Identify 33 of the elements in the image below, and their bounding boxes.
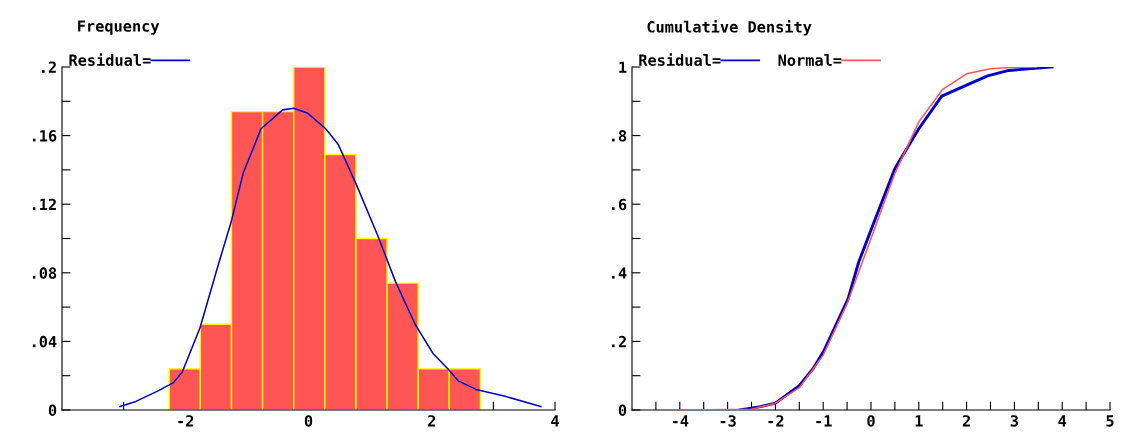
- x-tick-label: -4: [672, 415, 689, 427]
- x-tick-label: 2: [428, 415, 436, 427]
- x-tick-label: 2: [962, 415, 970, 427]
- x-tick-label: -2: [768, 415, 784, 427]
- y-tick-label: 1: [619, 61, 627, 73]
- y-tick-label: .2: [612, 335, 626, 348]
- y-tick-label: 0: [618, 404, 627, 417]
- legend-label: Normal=: [778, 54, 842, 66]
- line-series: [679, 67, 1038, 410]
- chart-title: Frequency: [78, 20, 160, 35]
- y-tick-label: .2: [42, 61, 56, 73]
- y-tick-label: .6: [612, 198, 627, 211]
- y-tick-label: .8: [612, 130, 627, 142]
- x-tick-label: 5: [1106, 415, 1114, 427]
- line-series: [119, 107, 542, 408]
- x-tick-label: 3: [1010, 415, 1019, 427]
- legend-label: Residual=: [69, 53, 151, 66]
- x-tick-label: 4: [551, 415, 559, 427]
- x-tick-label: 0: [304, 415, 313, 427]
- y-tick-label: .08: [32, 267, 57, 279]
- x-tick-label: -2: [178, 415, 194, 427]
- x-tick-label: 4: [1058, 415, 1067, 427]
- x-tick-label: -3: [720, 415, 736, 427]
- x-tick-label: 0: [867, 415, 875, 427]
- chart-title: Cumulative Density: [647, 19, 812, 36]
- legend-label: Residual=: [639, 53, 721, 66]
- y-tick-label: .4: [612, 267, 627, 279]
- y-tick-label: .04: [32, 335, 57, 348]
- x-tick-label: 1: [915, 415, 923, 427]
- y-tick-label: .12: [32, 198, 56, 210]
- x-tick-label: -1: [816, 415, 832, 427]
- y-tick-label: 0: [48, 404, 57, 417]
- y-tick-label: .16: [32, 130, 57, 142]
